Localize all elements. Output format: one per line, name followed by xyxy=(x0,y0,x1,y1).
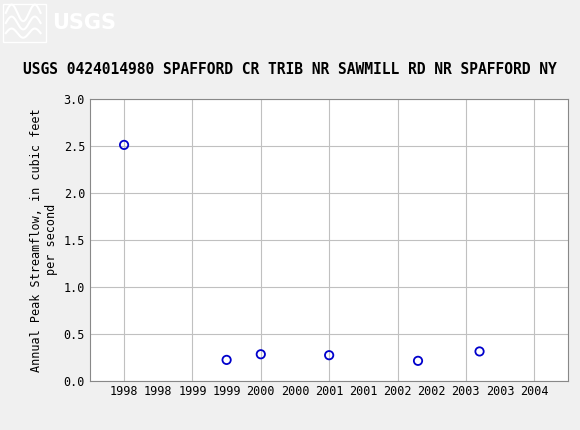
Point xyxy=(414,357,423,364)
Point xyxy=(222,356,231,363)
Point xyxy=(475,348,484,355)
Point xyxy=(324,352,334,359)
Text: USGS: USGS xyxy=(52,13,116,33)
Y-axis label: Annual Peak Streamflow, in cubic feet
per second: Annual Peak Streamflow, in cubic feet pe… xyxy=(30,108,58,372)
Text: USGS 0424014980 SPAFFORD CR TRIB NR SAWMILL RD NR SPAFFORD NY: USGS 0424014980 SPAFFORD CR TRIB NR SAWM… xyxy=(23,62,557,77)
Point xyxy=(256,351,266,358)
Point xyxy=(119,141,129,148)
